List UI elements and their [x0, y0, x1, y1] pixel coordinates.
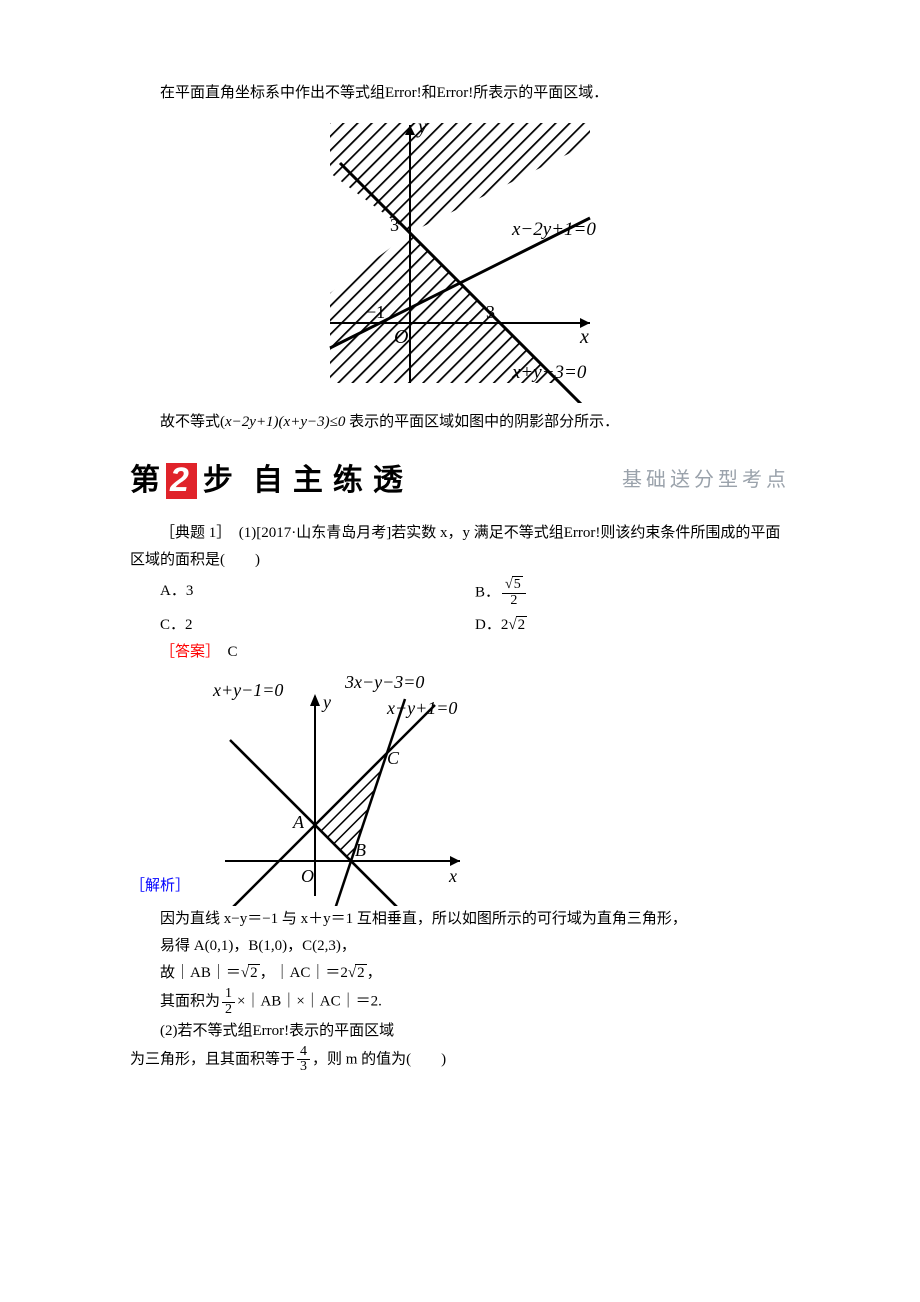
fig1-eq1: x−2y+1=0 — [511, 219, 596, 240]
fig2-y: y — [321, 692, 331, 712]
figure-1-svg: y x O −1 3 3 x−2y+1=0 x+y−3=0 — [310, 113, 610, 403]
prob1-part1: (1)[2017·山东青岛月考]若实数 x，y 满足不等式组Error!则该约束… — [130, 525, 780, 568]
choice-b: B．√52 — [475, 578, 790, 608]
part2-den: 3 — [297, 1060, 310, 1075]
choice-a: A．3 — [160, 578, 475, 608]
banner-title: 自主练透 — [253, 454, 413, 508]
fig2-eq2: 3x−y−3=0 — [344, 672, 424, 692]
intro-paragraph: 在平面直角坐标系中作出不等式组Error!和Error!所表示的平面区域． — [130, 80, 790, 107]
part2-b: 为三角形，且其面积等于43，则 m 的值为( ) — [130, 1045, 790, 1075]
fig2-eq1: x+y−1=0 — [212, 680, 283, 700]
fig1-y-label: y — [416, 116, 427, 138]
conclusion-suffix: 表示的平面区域如图中的阴影部分所示． — [345, 414, 619, 430]
expl-l1: 因为直线 x−y＝−1 与 x＋y＝1 互相垂直，所以如图所示的可行域为直角三角… — [160, 906, 790, 933]
choice-d: D．2√2 — [475, 612, 790, 639]
expl-l4-den: 2 — [222, 1003, 235, 1018]
answer-line: ［答案］ C — [160, 639, 790, 666]
fig1-eq2: x+y−3=0 — [511, 362, 587, 383]
choice-b-den: 2 — [502, 594, 526, 609]
expl-l3-end: ， — [367, 965, 382, 981]
fig1-x-label: x — [579, 326, 589, 348]
fig2-eq3: x−y+1=0 — [386, 698, 457, 718]
analysis-row: ［解析］ x+y−1=0 3x — [130, 666, 790, 906]
analysis-label: ［解析］ — [130, 878, 190, 894]
part2-a: (2)若不等式组Error!表示的平面区域 — [160, 1018, 790, 1045]
prob1-tag: ［典题 1］ — [160, 525, 224, 541]
fig2-B: B — [355, 840, 366, 860]
expl-l4-prefix: 其面积为 — [160, 994, 220, 1010]
expl-l4-num: 1 — [222, 987, 235, 1003]
fig2-x: x — [448, 866, 457, 886]
choice-c: C．2 — [160, 612, 475, 639]
part2-num: 4 — [297, 1045, 310, 1061]
expl-l3-mid: ，｜AC｜＝2 — [260, 965, 348, 981]
answer-label: ［答案］ — [160, 644, 213, 660]
conclusion-paragraph: 故不等式(x−2y+1)(x+y−3)≤0 表示的平面区域如图中的阴影部分所示． — [130, 409, 790, 436]
prob1-choices: A．3 B．√52 C．2 D．2√2 — [160, 578, 790, 639]
answer-value: C — [228, 644, 238, 660]
part2-b-prefix: 为三角形，且其面积等于 — [130, 1051, 295, 1067]
figure-2-svg: x+y−1=0 3x−y−3=0 x−y+1=0 y x O A B C — [205, 666, 485, 906]
fig2-A: A — [292, 812, 305, 832]
fig1-neg1: −1 — [366, 302, 385, 322]
banner-step: 步 — [203, 454, 233, 508]
banner-left: 第 2 步 — [130, 454, 233, 508]
figure-1: y x O −1 3 3 x−2y+1=0 x+y−3=0 — [130, 113, 790, 403]
conclusion-prefix: 故不等式( — [160, 414, 225, 430]
expl-l2: 易得 A(0,1)，B(1,0)，C(2,3)， — [160, 933, 790, 960]
expl-l3-prefix: 故｜AB｜＝ — [160, 965, 241, 981]
fig2-O: O — [301, 866, 314, 886]
figure-2: x+y−1=0 3x−y−3=0 x−y+1=0 y x O A B C — [205, 666, 485, 906]
expl-l3: 故｜AB｜＝√2，｜AC｜＝2√2， — [160, 960, 790, 987]
fig1-tick3x: 3 — [486, 302, 495, 322]
prob1-stem: ［典题 1］ (1)[2017·山东青岛月考]若实数 x，y 满足不等式组Err… — [130, 520, 790, 574]
banner-right: 基础送分型考点 — [622, 462, 790, 500]
conclusion-expr: x−2y+1)(x+y−3)≤0 — [225, 414, 345, 430]
section-banner: 第 2 步 自主练透 基础送分型考点 — [130, 454, 790, 508]
banner-prefix: 第 — [130, 454, 160, 508]
banner-number: 2 — [166, 463, 197, 499]
fig1-tick3y: 3 — [390, 215, 399, 235]
fig1-origin: O — [394, 326, 408, 348]
expl-l4: 其面积为12×｜AB｜×｜AC｜＝2. — [160, 987, 790, 1017]
part2-b-suffix: ，则 m 的值为( ) — [312, 1051, 446, 1067]
choice-b-pref: B． — [475, 585, 500, 601]
expl-l4-suffix: ×｜AB｜×｜AC｜＝2. — [237, 994, 382, 1010]
intro-text: 在平面直角坐标系中作出不等式组Error!和Error!所表示的平面区域． — [160, 85, 608, 101]
fig2-C: C — [387, 748, 400, 768]
